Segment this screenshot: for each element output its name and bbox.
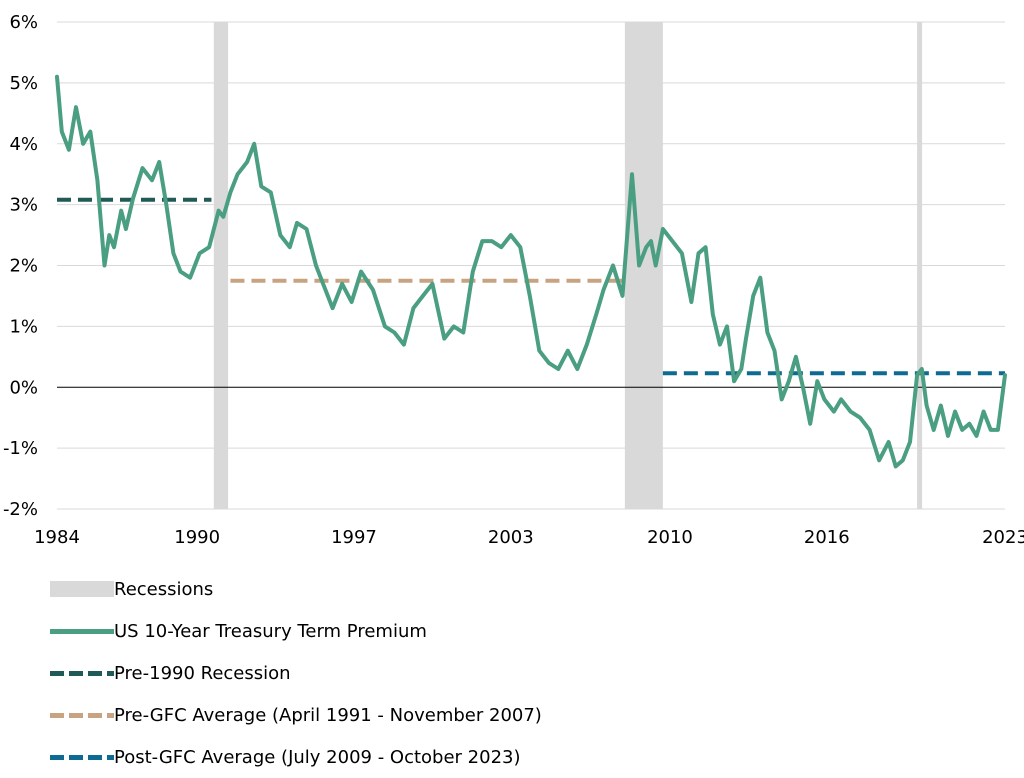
y-tick-label: 1% — [9, 316, 38, 337]
legend-item-post-gfc: Post-GFC Average (July 2009 - October 20… — [48, 736, 542, 778]
x-tick-label: 1984 — [34, 527, 80, 548]
y-tick-label: 0% — [9, 377, 38, 398]
y-tick-label: 6% — [9, 12, 38, 33]
x-tick-label: 1997 — [331, 527, 377, 548]
legend-key-term-premium — [48, 620, 114, 642]
legend-label: Pre-GFC Average (April 1991 - November 2… — [114, 704, 542, 726]
term-premium-series — [55, 74, 1007, 469]
x-axis-labels: 1984 1990 1997 2003 2010 2016 2023 — [34, 527, 1024, 548]
legend-key-pre-1990 — [48, 662, 114, 684]
x-tick-label: 2023 — [982, 527, 1024, 548]
x-tick-label: 2010 — [647, 527, 693, 548]
legend-label: Recessions — [114, 578, 214, 600]
legend-label: Pre-1990 Recession — [114, 662, 291, 684]
y-axis-labels: 6% 5% 4% 3% 2% 1% 0% -1% -2% — [3, 12, 38, 520]
term-premium-line — [55, 74, 1007, 469]
legend-key-pre-gfc — [48, 704, 114, 726]
y-tick-label: 5% — [9, 73, 38, 94]
legend-item-recessions: Recessions — [48, 568, 542, 610]
legend-item-pre-1990: Pre-1990 Recession — [48, 652, 542, 694]
y-tick-label: 2% — [9, 256, 38, 277]
legend-label: US 10-Year Treasury Term Premium — [114, 620, 427, 642]
average-lines — [57, 197, 1005, 376]
x-tick-label: 2016 — [804, 527, 850, 548]
legend-item-pre-gfc: Pre-GFC Average (April 1991 - November 2… — [48, 694, 542, 736]
legend-key-post-gfc — [48, 746, 114, 768]
legend-item-term-premium: US 10-Year Treasury Term Premium — [48, 610, 542, 652]
gridlines — [57, 21, 1005, 510]
x-tick-label: 1990 — [174, 527, 220, 548]
y-tick-label: -2% — [3, 499, 38, 520]
legend-key-recessions — [48, 578, 114, 600]
term-premium-chart: 6% 5% 4% 3% 2% 1% 0% -1% -2% 1984 1990 1997 2003 201… — [3, 12, 1024, 548]
x-tick-label: 2003 — [488, 527, 534, 548]
chart-legend: Recessions US 10-Year Treasury Term Prem… — [48, 568, 542, 778]
y-tick-label: 4% — [9, 134, 38, 155]
y-tick-label: -1% — [3, 438, 38, 459]
y-tick-label: 3% — [9, 195, 38, 216]
legend-label: Post-GFC Average (July 2009 - October 20… — [114, 746, 521, 768]
